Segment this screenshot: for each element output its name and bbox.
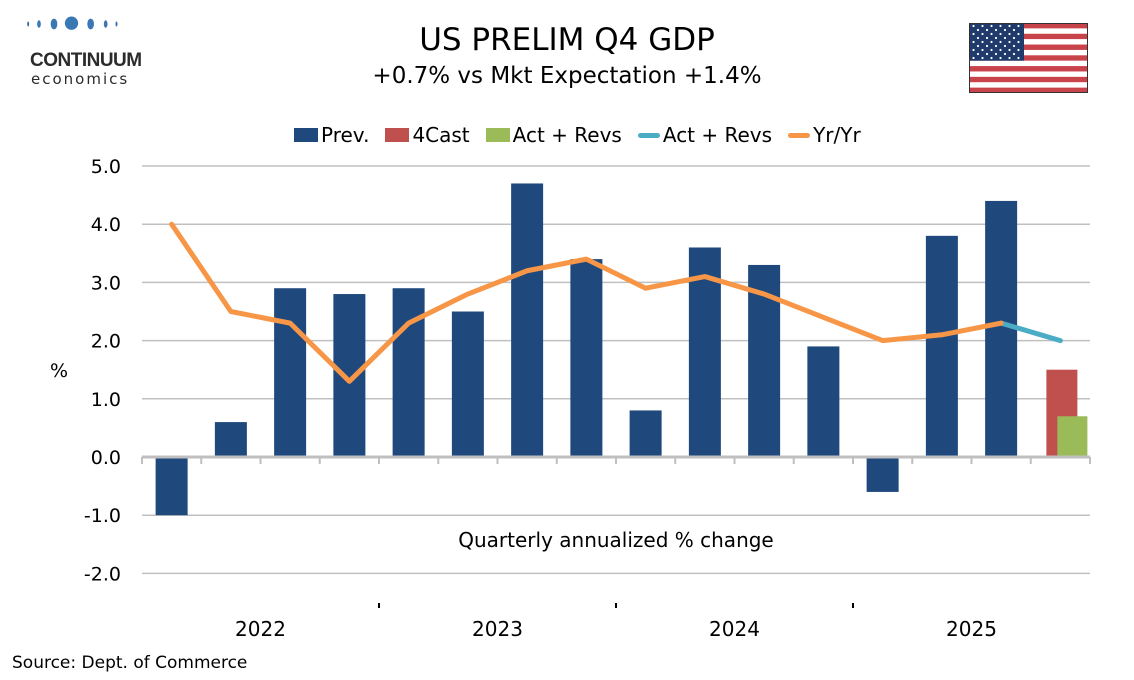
y-tick-label: 5.0 — [91, 156, 121, 178]
bar-prev--6 — [511, 183, 544, 457]
x-year-label: 2023 — [472, 617, 523, 641]
legend-label-act-revs-bar: Act + Revs — [512, 123, 622, 147]
legend-label-yr-yr: Yr/Yr — [813, 123, 861, 147]
legend-item-4cast: 4Cast — [385, 123, 470, 147]
bar-prev--8 — [629, 410, 662, 457]
bar-prev--14 — [985, 200, 1018, 458]
x-year-label: 2025 — [946, 617, 997, 641]
logo-dots-icon — [27, 16, 118, 30]
legend-swatch-yr-yr — [788, 132, 811, 138]
bar-prev--5 — [451, 311, 484, 457]
y-tick-label: -1.0 — [84, 505, 121, 527]
legend-item-yr-yr: Yr/Yr — [788, 123, 861, 147]
bar-prev--13 — [925, 235, 958, 457]
lines — [169, 221, 1063, 384]
bar-prev--11 — [807, 346, 840, 457]
x-axis — [141, 455, 1091, 464]
source-note: Source: Dept. of Commerce — [12, 653, 248, 673]
bars — [155, 183, 1088, 516]
y-tick-label: 2.0 — [91, 331, 121, 353]
year-separator — [378, 603, 380, 608]
line-act-revs — [998, 320, 1063, 344]
legend-item-prev: Prev. — [294, 123, 369, 147]
year-separator — [615, 603, 617, 608]
bar-prev--4 — [392, 288, 425, 457]
logo-name: CONTINUUM — [30, 50, 142, 71]
bar-prev--7 — [570, 259, 603, 457]
legend-swatch-act-revs-line — [637, 132, 660, 138]
bar-prev--1 — [214, 422, 247, 457]
y-axis-ticks: 5.0 4.0 3.0 2.0 1.0 0.0 -1.0 -2.0 — [84, 156, 121, 585]
logo-subtitle: economics — [31, 70, 130, 88]
chart-annotation: Quarterly annualized % change — [458, 528, 774, 552]
y-tick-label: 0.0 — [91, 447, 121, 469]
legend-label-act-revs-line: Act + Revs — [662, 123, 773, 147]
x-year-label: 2024 — [709, 617, 760, 641]
y-tick-label: 3.0 — [91, 272, 121, 294]
legend-item-act-revs-bar: Act + Revs — [485, 123, 622, 147]
legend-item-act-revs-line: Act + Revs — [637, 123, 773, 147]
year-separator — [852, 603, 854, 608]
bar-prev--2 — [274, 288, 307, 457]
y-axis-label: % — [50, 360, 68, 382]
bar-prev--3 — [333, 294, 366, 457]
legend-label-prev: Prev. — [321, 123, 370, 147]
bar-prev--9 — [688, 247, 721, 457]
bar-prev--12 — [866, 457, 899, 492]
legend: Prev. 4Cast Act + Revs Act + Revs Yr/Yr — [294, 123, 877, 147]
chart-title: US PRELIM Q4 GDP — [419, 22, 715, 58]
axis-labels: % Quarterly annualized % change 2022 2023 20… — [50, 360, 997, 641]
chart-subtitle: +0.7% vs Mkt Expectation +1.4% — [372, 63, 762, 89]
logo: CONTINUUM economics — [14, 14, 142, 88]
y-tick-label: 1.0 — [91, 389, 121, 411]
bar-act-revs-15 — [1057, 416, 1088, 457]
legend-label-4cast: 4Cast — [412, 123, 470, 147]
y-tick-label: -2.0 — [84, 563, 121, 585]
bar-prev--0 — [155, 457, 188, 516]
y-tick-label: 4.0 — [91, 214, 121, 236]
legend-swatch-act-revs-bar — [485, 128, 510, 142]
line-yr-yr — [169, 221, 1004, 384]
x-year-label: 2022 — [235, 617, 286, 641]
legend-swatch-prev — [294, 128, 318, 142]
legend-swatch-4cast — [385, 128, 410, 142]
us-flag-icon — [969, 23, 1088, 93]
